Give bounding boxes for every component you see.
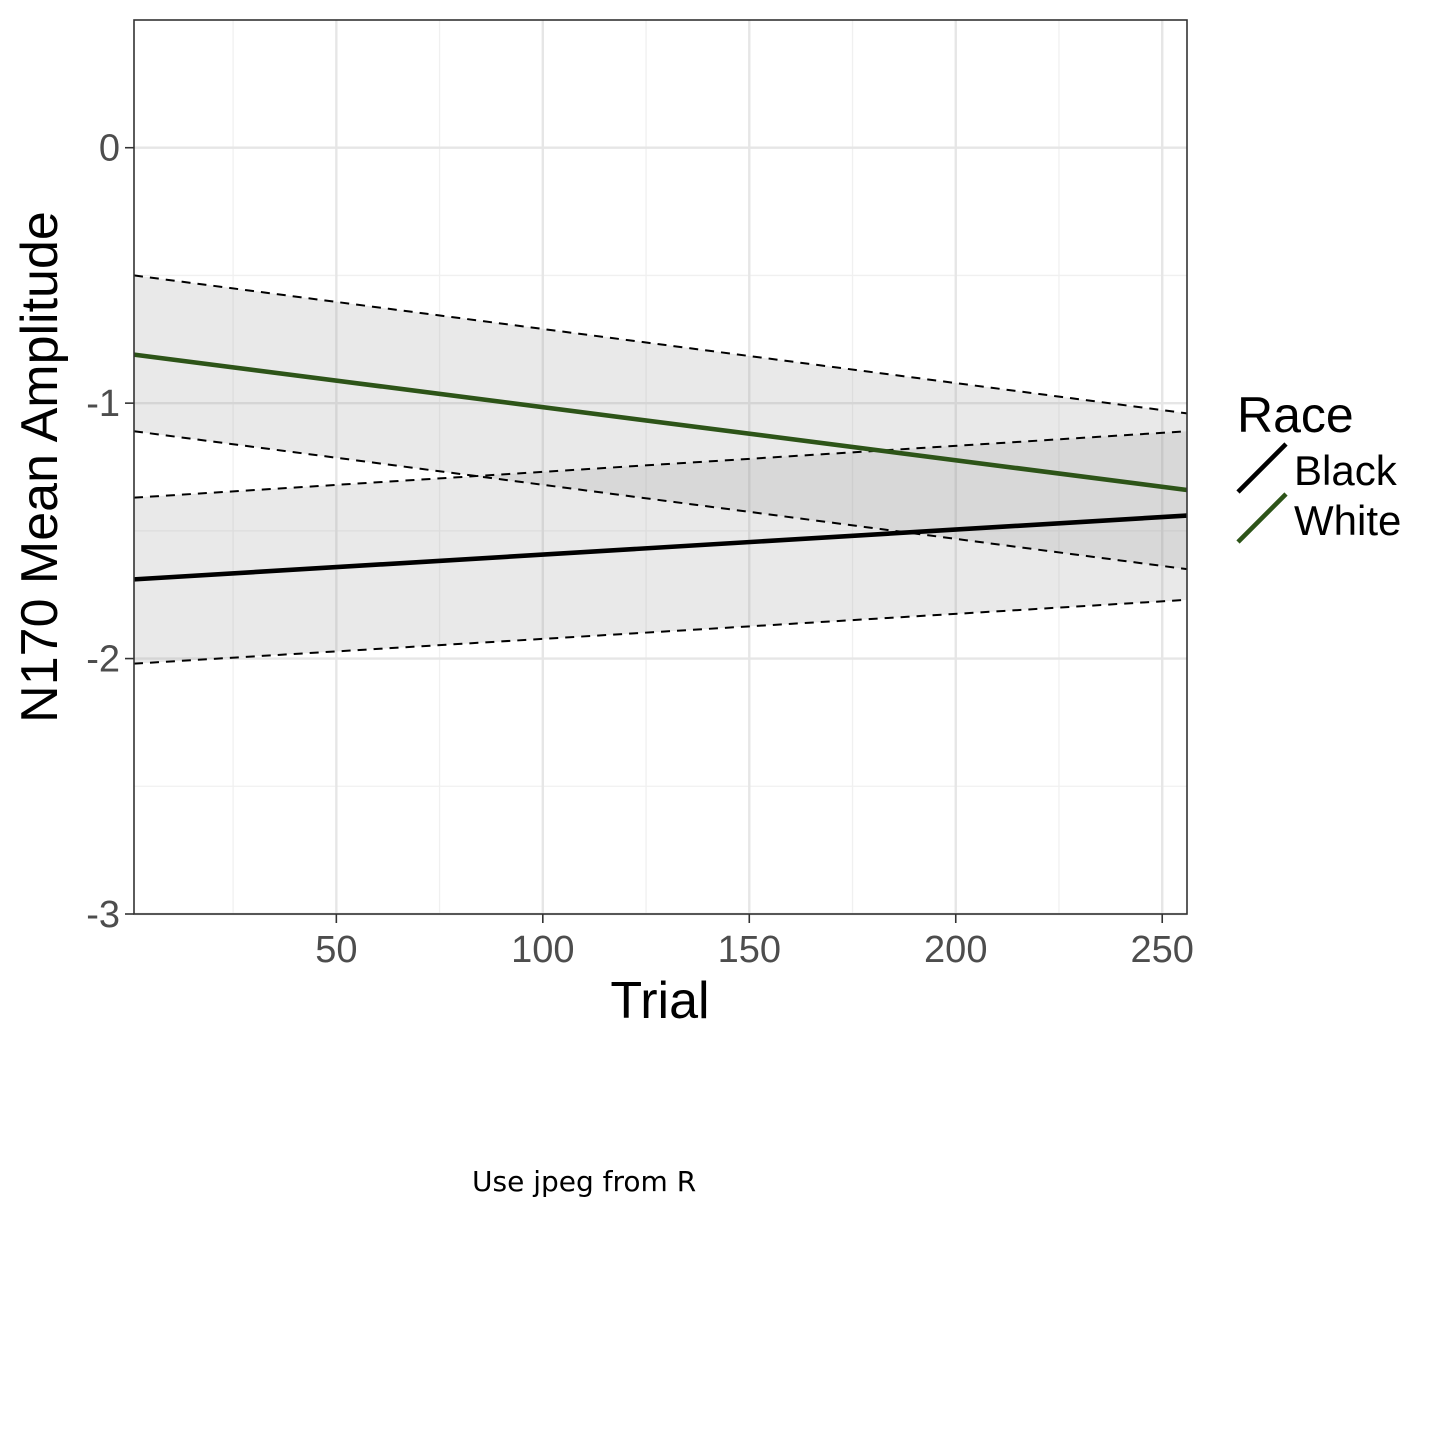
x-axis-title: Trial — [610, 972, 709, 1030]
x-tick-label: 250 — [1131, 929, 1194, 971]
legend-label-black: Black — [1294, 447, 1398, 494]
x-tick-label: 200 — [924, 929, 987, 971]
axis-ticks — [125, 146, 1164, 923]
x-tick-labels: 50 100 150 200 250 — [315, 929, 1194, 971]
chart: 50 100 150 200 250 -3 -2 -1 0 Trial N170 Mean A… — [11, 19, 1401, 1030]
x-tick-label: 50 — [315, 929, 357, 971]
y-tick-label: -1 — [86, 383, 120, 425]
y-tick-labels: -3 -2 -1 0 — [86, 128, 120, 936]
legend-key-white — [1236, 492, 1288, 544]
legend-key-black — [1236, 442, 1288, 494]
grid-minor — [134, 20, 1187, 914]
series-line-white — [133, 352, 1188, 493]
legend-label-white: White — [1294, 497, 1401, 544]
x-tick-label: 100 — [511, 929, 574, 971]
y-tick-label: 0 — [99, 128, 120, 170]
ci-upper-white — [133, 274, 1188, 415]
x-tick-label: 150 — [718, 929, 781, 971]
series-lines — [133, 352, 1188, 582]
panel-border — [133, 19, 1188, 915]
ci-lower-white — [133, 430, 1188, 571]
confidence-bounds — [133, 274, 1188, 665]
caption: Use jpeg from R — [472, 1165, 697, 1198]
y-tick-label: -2 — [86, 639, 120, 681]
y-tick-label: -3 — [86, 894, 120, 936]
y-axis-title: N170 Mean Amplitude — [11, 211, 69, 723]
legend-title: Race — [1237, 387, 1354, 443]
series-line-black — [133, 513, 1188, 582]
